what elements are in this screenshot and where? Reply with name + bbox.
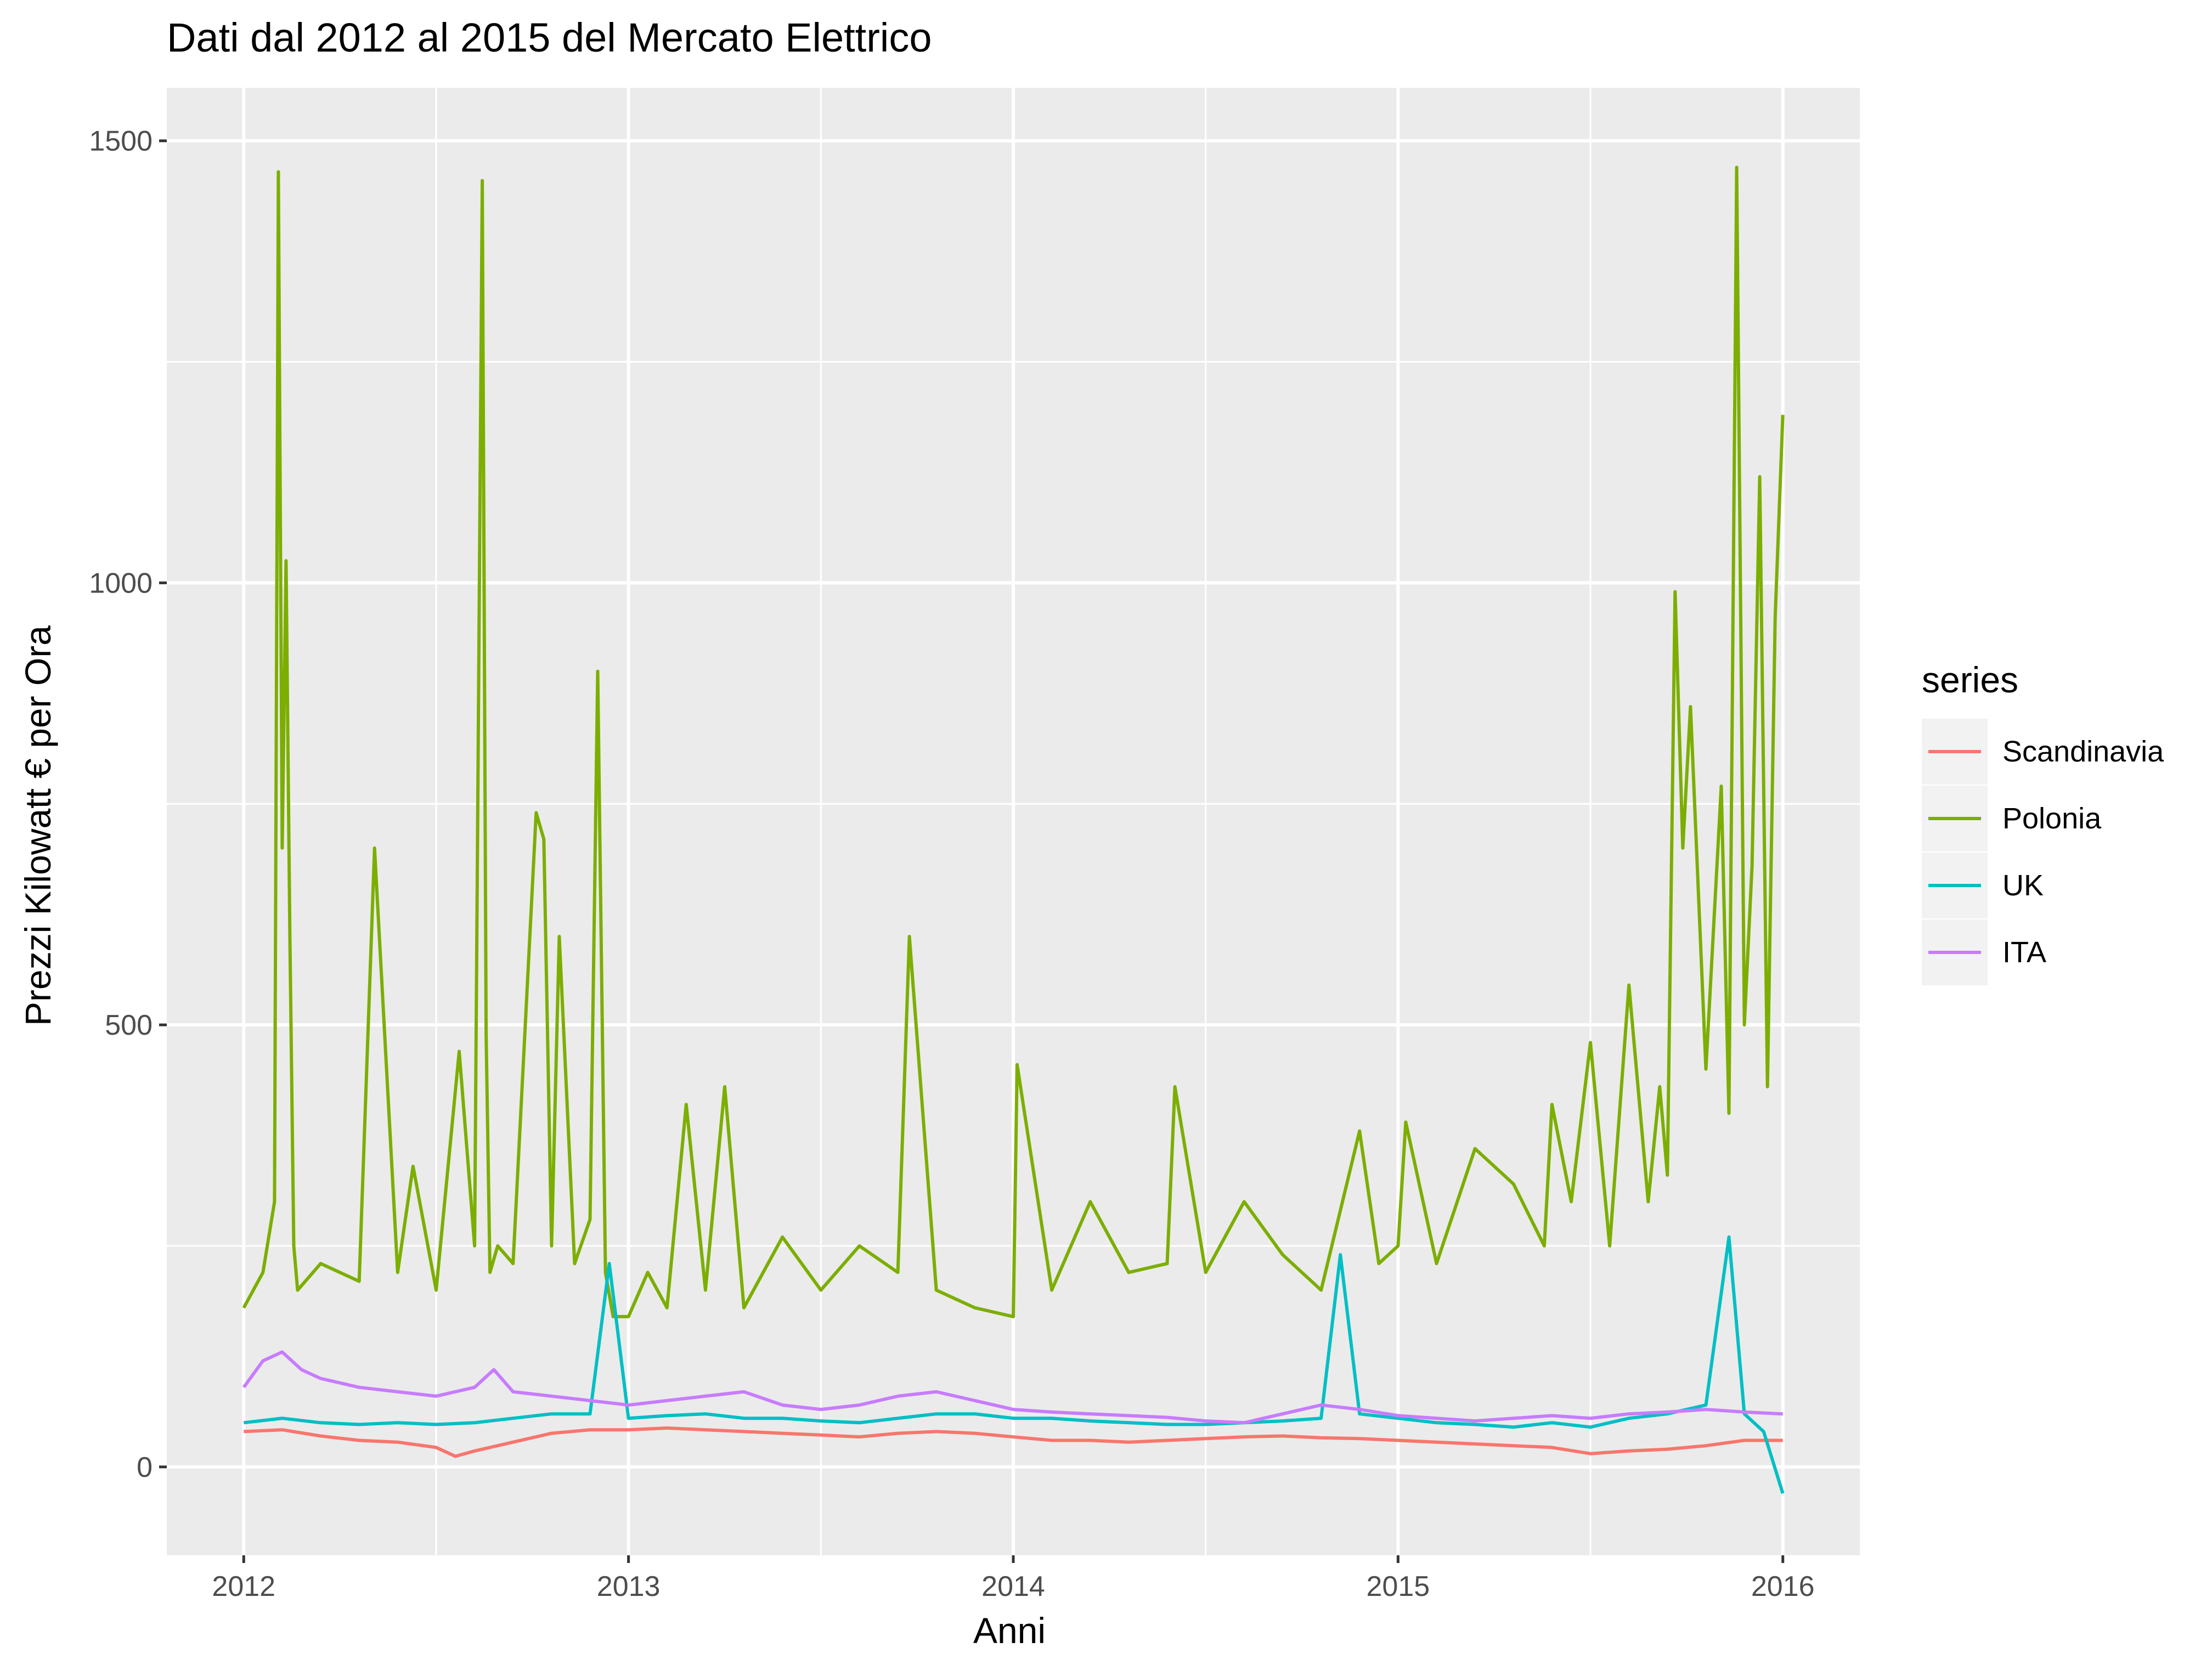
y-axis: 0 500 1000 1500 bbox=[89, 126, 167, 1483]
series-line-uk bbox=[243, 1235, 1785, 1494]
x-tick-label: 2016 bbox=[1751, 1571, 1815, 1602]
y-tick-label: 500 bbox=[105, 1009, 153, 1041]
series-line-polonia bbox=[242, 166, 1785, 1318]
series-line-ita bbox=[242, 1350, 1783, 1425]
x-tick-label: 2012 bbox=[212, 1571, 275, 1602]
x-axis-title: Anni bbox=[973, 1610, 1046, 1651]
legend: series Scandinavia Polonia UK ITA bbox=[1922, 659, 2164, 985]
series-line-scandinavia bbox=[244, 1426, 1783, 1458]
x-tick-label: 2013 bbox=[597, 1571, 661, 1602]
legend-label: UK bbox=[2002, 869, 2044, 902]
legend-label: Polonia bbox=[2002, 802, 2102, 835]
x-axis: 2012 2013 2014 2015 2016 bbox=[212, 1555, 1815, 1602]
y-tick-label: 1000 bbox=[89, 567, 153, 599]
chart-title: Dati dal 2012 al 2015 del Mercato Elettr… bbox=[167, 15, 932, 60]
legend-label: ITA bbox=[2002, 936, 2046, 969]
legend-title: series bbox=[1922, 659, 2018, 700]
y-tick-label: 1500 bbox=[89, 126, 153, 157]
y-tick-label: 0 bbox=[137, 1452, 153, 1483]
series-lines bbox=[242, 166, 1785, 1494]
y-axis-title: Prezzi Kilowatt € per Ora bbox=[18, 625, 58, 1026]
legend-label: Scandinavia bbox=[2002, 735, 2164, 768]
x-tick-label: 2015 bbox=[1367, 1571, 1430, 1602]
x-tick-label: 2014 bbox=[981, 1571, 1045, 1602]
plot-panel bbox=[167, 88, 1860, 1555]
